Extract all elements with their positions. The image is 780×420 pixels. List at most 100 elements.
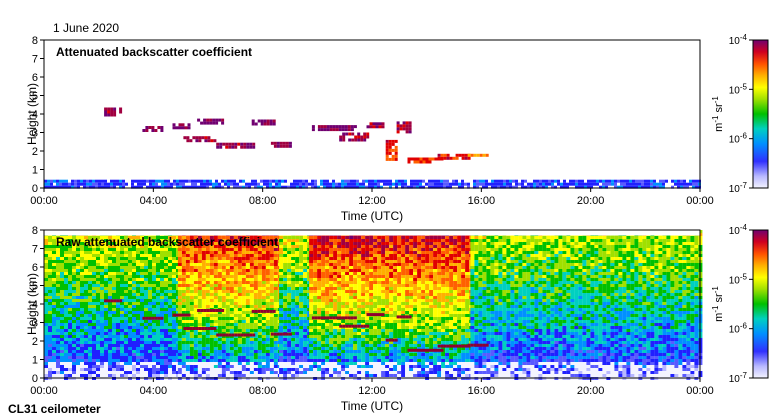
backscatter-cell bbox=[172, 293, 176, 296]
backscatter-cell bbox=[437, 182, 440, 186]
backscatter-cell bbox=[189, 242, 194, 245]
backscatter-cell bbox=[205, 287, 210, 290]
backscatter-cell bbox=[132, 359, 136, 362]
backscatter-cell bbox=[189, 281, 194, 284]
backscatter-cell bbox=[108, 284, 112, 287]
backscatter-cell bbox=[116, 353, 120, 356]
backscatter-cell bbox=[194, 179, 197, 183]
backscatter-cell bbox=[299, 368, 304, 371]
backscatter-cell bbox=[185, 335, 190, 338]
backscatter-cell bbox=[195, 136, 199, 140]
backscatter-cell bbox=[325, 374, 330, 377]
backscatter-cell bbox=[229, 284, 234, 287]
backscatter-cell bbox=[527, 182, 530, 186]
backscatter-cell bbox=[144, 356, 148, 359]
backscatter-cell bbox=[337, 320, 342, 323]
backscatter-cell bbox=[108, 260, 112, 263]
backscatter-cell bbox=[84, 371, 88, 374]
backscatter-cell bbox=[309, 290, 314, 293]
backscatter-cell bbox=[209, 302, 214, 305]
backscatter-cell bbox=[653, 182, 656, 186]
backscatter-cell bbox=[48, 362, 52, 365]
backscatter-cell bbox=[168, 368, 172, 371]
backscatter-cell bbox=[189, 359, 194, 362]
backscatter-cell bbox=[341, 260, 346, 263]
backscatter-cell bbox=[156, 266, 160, 269]
backscatter-cell bbox=[313, 350, 318, 353]
backscatter-cell bbox=[209, 323, 214, 326]
backscatter-cell bbox=[72, 374, 76, 377]
backscatter-cell bbox=[52, 242, 56, 245]
backscatter-cell bbox=[104, 260, 108, 263]
backscatter-cell bbox=[59, 179, 62, 183]
backscatter-cell bbox=[209, 311, 214, 314]
backscatter-cell bbox=[152, 335, 156, 338]
backscatter-cell bbox=[120, 347, 124, 350]
backscatter-cell bbox=[80, 314, 84, 317]
backscatter-cell bbox=[233, 266, 238, 269]
backscatter-cell bbox=[65, 185, 68, 189]
backscatter-cell bbox=[217, 299, 222, 302]
backscatter-cell bbox=[237, 245, 242, 248]
backscatter-cell bbox=[303, 326, 308, 329]
backscatter-cell bbox=[191, 179, 194, 183]
backscatter-cell bbox=[201, 332, 206, 335]
backscatter-cell bbox=[440, 153, 444, 157]
backscatter-cell bbox=[172, 257, 176, 260]
backscatter-cell bbox=[349, 362, 354, 365]
backscatter-cell bbox=[132, 257, 136, 260]
backscatter-cell bbox=[217, 296, 222, 299]
backscatter-cell bbox=[164, 365, 168, 368]
backscatter-cell bbox=[160, 323, 164, 326]
backscatter-cell bbox=[197, 332, 202, 335]
backscatter-cell bbox=[76, 290, 80, 293]
backscatter-cell bbox=[357, 254, 362, 257]
backscatter-cell bbox=[100, 368, 104, 371]
backscatter-cell bbox=[273, 263, 278, 266]
backscatter-cell bbox=[257, 362, 262, 365]
backscatter-cell bbox=[140, 326, 144, 329]
backscatter-cell bbox=[266, 182, 269, 186]
backscatter-cell bbox=[177, 308, 182, 311]
backscatter-cell bbox=[145, 129, 149, 132]
backscatter-cell bbox=[136, 284, 140, 287]
backscatter-cell bbox=[100, 356, 104, 359]
backscatter-cell bbox=[189, 347, 194, 350]
backscatter-cell bbox=[620, 182, 623, 186]
backscatter-cell bbox=[148, 353, 152, 356]
backscatter-cell bbox=[241, 317, 246, 320]
backscatter-cell bbox=[88, 290, 92, 293]
backscatter-cell bbox=[249, 145, 253, 149]
backscatter-cell bbox=[112, 317, 116, 320]
backscatter-cell bbox=[120, 353, 124, 356]
noise-region bbox=[309, 230, 474, 380]
backscatter-cell bbox=[349, 272, 354, 275]
backscatter-cell bbox=[209, 275, 214, 278]
backscatter-cell bbox=[361, 329, 366, 332]
backscatter-cell bbox=[299, 236, 304, 239]
backscatter-cell bbox=[140, 335, 144, 338]
backscatter-cell bbox=[309, 323, 314, 326]
colorbar-tick-label: 10-5 bbox=[729, 82, 748, 97]
backscatter-cell bbox=[257, 275, 262, 278]
backscatter-cell bbox=[76, 338, 80, 341]
backscatter-cell bbox=[104, 272, 108, 275]
backscatter-cell bbox=[128, 329, 132, 332]
backscatter-cell bbox=[112, 347, 116, 350]
backscatter-cell bbox=[287, 242, 292, 245]
backscatter-cell bbox=[201, 284, 206, 287]
backscatter-cell bbox=[683, 179, 686, 183]
backscatter-cell bbox=[257, 236, 262, 239]
backscatter-cell bbox=[52, 248, 56, 251]
backscatter-cell bbox=[476, 179, 479, 183]
backscatter-cell bbox=[76, 260, 80, 263]
backscatter-cell bbox=[333, 287, 338, 290]
backscatter-cell bbox=[149, 185, 152, 189]
backscatter-cell bbox=[181, 311, 186, 314]
backscatter-cell bbox=[68, 185, 71, 189]
backscatter-cell bbox=[96, 344, 100, 347]
backscatter-cell bbox=[374, 179, 377, 183]
backscatter-cell bbox=[229, 326, 234, 329]
backscatter-cell bbox=[112, 287, 116, 290]
backscatter-cell bbox=[333, 254, 338, 257]
